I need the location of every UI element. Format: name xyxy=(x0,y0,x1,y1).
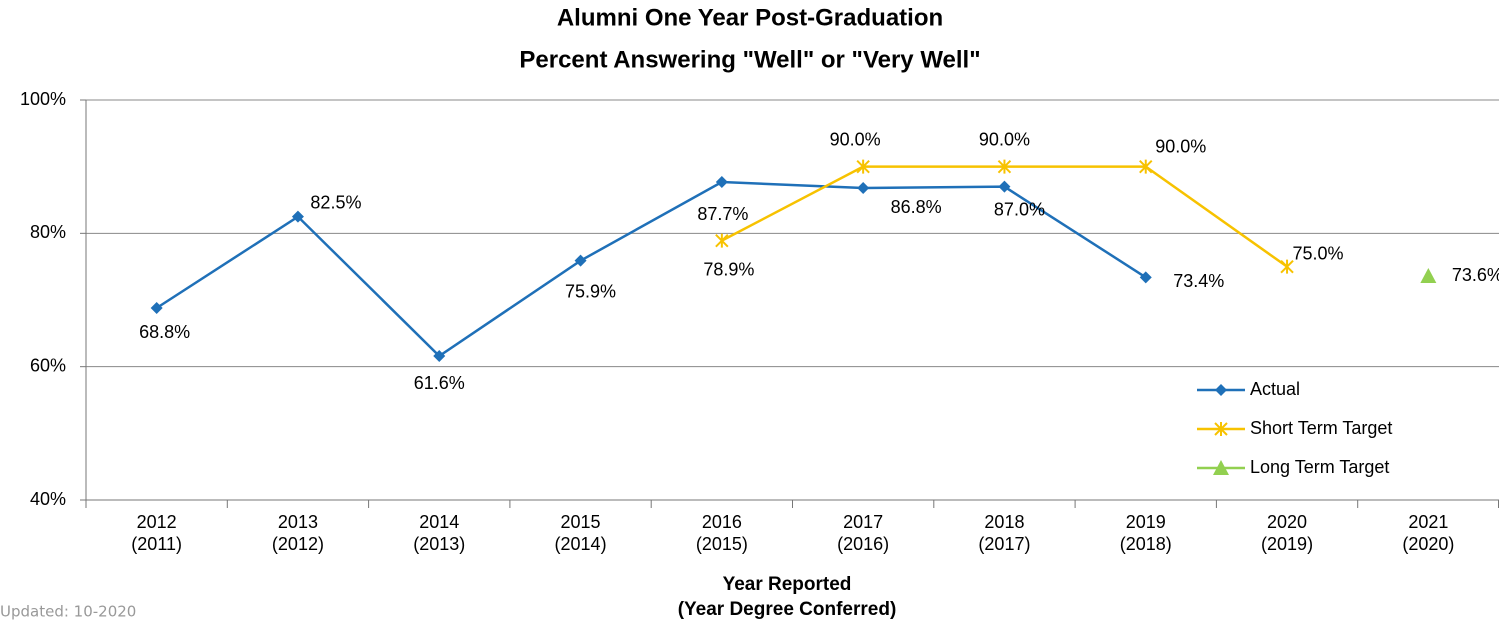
y-tick-label: 100% xyxy=(20,89,66,109)
x-axis-label: (Year Degree Conferred) xyxy=(678,599,897,620)
marker xyxy=(291,210,304,223)
marker xyxy=(1420,268,1437,283)
x-tick-label: 2017 xyxy=(843,512,883,532)
y-tick-label: 60% xyxy=(30,355,66,375)
marker xyxy=(997,159,1012,174)
x-tick-label: 2015 xyxy=(561,512,601,532)
x-tick-label: (2016) xyxy=(837,534,889,554)
x-tick-label: 2012 xyxy=(137,512,177,532)
update-note: Updated: 10-2020 xyxy=(0,603,136,621)
legend-label: Long Term Target xyxy=(1250,457,1389,477)
x-tick-label: (2014) xyxy=(555,534,607,554)
x-tick-label: (2020) xyxy=(1402,534,1454,554)
data-label: 87.7% xyxy=(697,204,748,224)
data-label: 78.9% xyxy=(703,259,754,279)
x-tick-label: (2017) xyxy=(978,534,1030,554)
marker xyxy=(856,159,870,174)
legend-label: Short Term Target xyxy=(1250,418,1392,438)
marker xyxy=(715,176,728,188)
data-label: 61.6% xyxy=(414,373,465,393)
x-tick-label: 2014 xyxy=(419,512,459,532)
x-tick-label: (2015) xyxy=(696,534,748,554)
data-label: 82.5% xyxy=(310,192,361,212)
data-label: 90.0% xyxy=(830,129,881,149)
marker xyxy=(1280,259,1294,274)
x-tick-label: 2021 xyxy=(1408,512,1448,532)
marker xyxy=(857,182,870,194)
x-axis-label: Year Reported xyxy=(723,574,852,595)
y-tick-label: 40% xyxy=(30,489,66,509)
data-label: 73.6% xyxy=(1452,265,1499,285)
marker xyxy=(1139,271,1152,284)
marker xyxy=(715,233,729,248)
x-tick-label: 2013 xyxy=(278,512,318,532)
x-tick-label: 2018 xyxy=(984,512,1024,532)
x-tick-label: (2011) xyxy=(131,534,182,554)
marker xyxy=(433,350,446,362)
x-tick-label: 2019 xyxy=(1126,512,1166,532)
x-tick-label: 2016 xyxy=(702,512,742,532)
legend-label: Actual xyxy=(1250,379,1300,399)
chart-title: Percent Answering "Well" or "Very Well" xyxy=(519,46,980,73)
marker xyxy=(998,180,1011,193)
data-label: 73.4% xyxy=(1173,271,1224,291)
data-label: 90.0% xyxy=(979,129,1030,149)
x-tick-label: (2012) xyxy=(272,534,324,554)
marker xyxy=(1214,422,1228,436)
x-tick-label: (2018) xyxy=(1120,534,1172,554)
marker xyxy=(1213,460,1229,475)
marker xyxy=(574,254,587,267)
marker xyxy=(1215,384,1227,396)
marker xyxy=(1139,159,1153,174)
chart-title: Alumni One Year Post-Graduation xyxy=(557,4,943,31)
data-label: 86.8% xyxy=(891,197,942,217)
data-label: 90.0% xyxy=(1155,136,1206,156)
data-label: 75.9% xyxy=(565,281,616,301)
data-label: 68.8% xyxy=(139,322,190,342)
marker xyxy=(150,302,163,314)
x-tick-label: (2013) xyxy=(413,534,465,554)
data-label: 75.0% xyxy=(1293,243,1344,263)
data-label: 87.0% xyxy=(994,199,1045,219)
x-tick-label: 2020 xyxy=(1267,512,1307,532)
series-line xyxy=(155,180,1147,358)
y-tick-label: 80% xyxy=(30,222,66,242)
x-tick-label: (2019) xyxy=(1261,534,1313,554)
